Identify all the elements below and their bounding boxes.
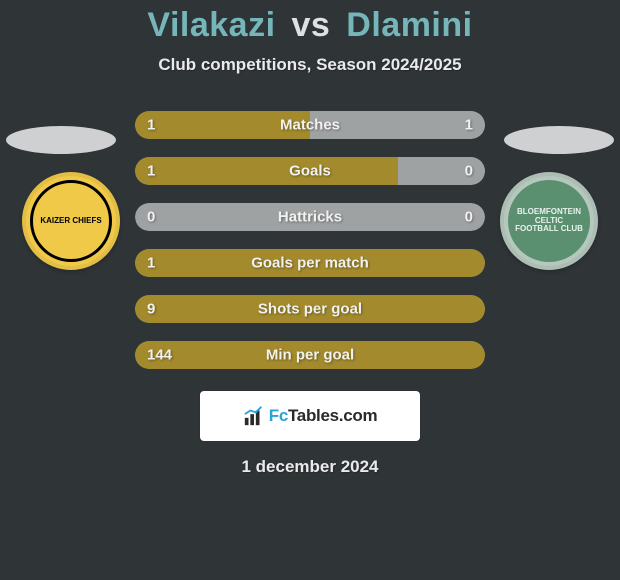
stat-label: Matches: [280, 117, 340, 134]
comparison-card: Vilakazi vs Dlamini Club competitions, S…: [0, 0, 620, 580]
date-line: 1 december 2024: [0, 457, 620, 477]
stat-value-left: 9: [147, 301, 155, 318]
stat-row: 144 Min per goal: [135, 341, 485, 369]
stat-value-right: 1: [465, 117, 473, 134]
brand-text: FcTables.com: [269, 406, 378, 426]
stat-label: Shots per goal: [258, 301, 362, 318]
stat-value-right: 0: [465, 163, 473, 180]
stat-value-left: 1: [147, 163, 155, 180]
stat-value-left: 1: [147, 255, 155, 272]
stat-row: 1 1 Matches: [135, 111, 485, 139]
stat-label: Goals: [289, 163, 331, 180]
subtitle: Club competitions, Season 2024/2025: [0, 55, 620, 75]
brand-prefix: Fc: [269, 406, 288, 425]
stat-row: 9 Shots per goal: [135, 295, 485, 323]
stat-label: Min per goal: [266, 347, 354, 364]
stat-value-right: 0: [465, 209, 473, 226]
stat-label: Hattricks: [278, 209, 342, 226]
club-badge-right: BLOEMFONTEIN CELTIC FOOTBALL CLUB: [500, 172, 598, 270]
player2-silhouette-shadow: [504, 126, 614, 154]
page-title: Vilakazi vs Dlamini: [0, 6, 620, 45]
stat-value-left: 0: [147, 209, 155, 226]
stat-row: 1 Goals per match: [135, 249, 485, 277]
vs-word: vs: [292, 6, 331, 44]
brand-suffix: Tables.com: [288, 406, 377, 425]
stat-row: 0 0 Hattricks: [135, 203, 485, 231]
stats-block: 1 1 Matches 1 0 Goals 0 0 Hattricks 1 Goals per ma…: [135, 111, 485, 369]
player1-silhouette-shadow: [6, 126, 116, 154]
club-badge-right-label: BLOEMFONTEIN CELTIC FOOTBALL CLUB: [508, 180, 590, 262]
player2-name: Dlamini: [346, 6, 472, 44]
chart-icon: [243, 405, 265, 427]
stat-value-left: 144: [147, 347, 172, 364]
stat-bar-left: [135, 157, 398, 185]
club-badge-left-label: KAIZER CHIEFS: [30, 180, 112, 262]
player1-name: Vilakazi: [147, 6, 275, 44]
stat-label: Goals per match: [251, 255, 369, 272]
stat-value-left: 1: [147, 117, 155, 134]
brand-box: FcTables.com: [200, 391, 420, 441]
club-badge-left: KAIZER CHIEFS: [22, 172, 120, 270]
stat-row: 1 0 Goals: [135, 157, 485, 185]
